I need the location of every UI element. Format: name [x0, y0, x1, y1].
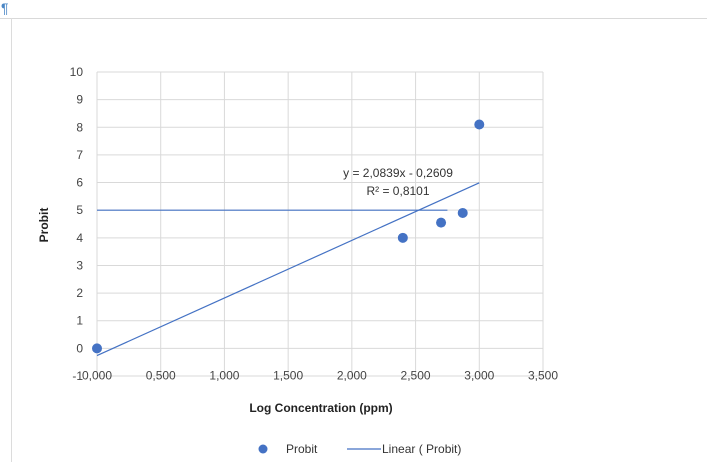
- x-tick-label: 1,000: [209, 368, 239, 382]
- x-axis-title: Log Concentration (ppm): [249, 401, 392, 415]
- y-tick-label: 1: [76, 314, 83, 328]
- legend-label-linear: Linear ( Probit): [382, 442, 461, 456]
- y-tick-label: 2: [76, 286, 83, 300]
- probit-point: [92, 343, 102, 354]
- y-tick-label: 5: [76, 203, 83, 217]
- document-left-margin-line: [11, 18, 12, 462]
- y-tick-label: 3: [76, 258, 83, 272]
- legend: Probit Linear ( Probit): [258, 442, 461, 456]
- probit-point: [397, 232, 408, 243]
- document-top-border: [0, 18, 707, 19]
- y-tick-label: 8: [76, 120, 83, 134]
- y-tick-label: 4: [76, 231, 83, 245]
- chart-gridlines: [96, 71, 544, 377]
- trendline-r-squared: R² = 0,8101: [366, 184, 429, 198]
- y-tick-label: 9: [76, 93, 83, 107]
- y-tick-label: 7: [76, 148, 83, 162]
- y-tick-label: 6: [76, 176, 83, 190]
- x-tick-label: 2,000: [337, 368, 367, 382]
- legend-marker-probit: [258, 444, 268, 454]
- probit-point: [474, 119, 485, 130]
- y-axis-ticks: -1 0 1 2 3 4 5 6 7 8 9 10: [70, 65, 84, 383]
- x-tick-label: 0,000: [82, 368, 112, 382]
- linear-trendline: [96, 182, 480, 357]
- probit-point: [436, 217, 447, 228]
- legend-label-probit: Probit: [286, 442, 318, 456]
- data-points: [92, 119, 485, 354]
- probit-point: [457, 207, 468, 218]
- trendline-layer: [96, 182, 480, 357]
- y-tick-label: 10: [70, 65, 84, 79]
- x-tick-label: 3,500: [528, 368, 558, 382]
- x-tick-label: 2,500: [401, 368, 431, 382]
- x-tick-label: 0,500: [146, 368, 176, 382]
- x-axis-ticks: 0,000 0,500 1,000 1,500 2,000 2,500 3,000 3,500: [82, 368, 558, 382]
- y-tick-label: 0: [76, 341, 83, 355]
- y-axis-title: Probit: [37, 208, 51, 243]
- paragraph-mark: ¶: [1, 0, 9, 16]
- x-tick-label: 3,000: [464, 368, 494, 382]
- x-tick-label: 1,500: [273, 368, 303, 382]
- trendline-equation: y = 2,0839x - 0,2609: [343, 166, 453, 180]
- y-tick-label: -1: [72, 369, 83, 383]
